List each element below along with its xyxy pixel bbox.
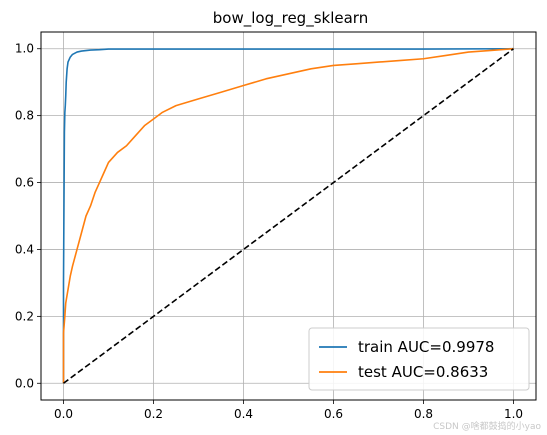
x-tick-label: 1.0 xyxy=(504,407,523,421)
chart-title: bow_log_reg_sklearn xyxy=(213,9,368,28)
series-line-test xyxy=(62,47,514,384)
series-lines xyxy=(62,47,514,384)
legend-box xyxy=(308,327,530,391)
y-tick-label: 0.0 xyxy=(15,376,34,390)
y-tick-label: 0.4 xyxy=(15,242,34,256)
x-tick-label: 0.8 xyxy=(414,407,433,421)
legend-label: test AUC=0.8633 xyxy=(358,363,488,381)
y-tick-label: 0.8 xyxy=(15,109,34,123)
x-tick-label: 0.4 xyxy=(234,407,253,421)
diagonal-reference-line xyxy=(63,48,514,384)
series-line-train xyxy=(62,47,514,384)
x-tick-label: 0.0 xyxy=(54,407,73,421)
x-tick-label: 0.6 xyxy=(324,407,343,421)
axis-ticks: 0.0 0.2 0.4 0.6 0.8 1.0 0.0 0.2 0.4 0.6 0.8 1.0 xyxy=(15,42,523,421)
grid xyxy=(41,32,536,400)
legend-label: train AUC=0.9978 xyxy=(358,338,494,356)
watermark: CSDN @啥都鼓捣的小yao xyxy=(433,422,541,432)
y-tick-label: 0.6 xyxy=(15,176,34,190)
legend: train AUC=0.9978 test AUC=0.8633 xyxy=(308,327,530,391)
y-tick-label: 1.0 xyxy=(15,42,34,56)
plot-frame xyxy=(40,31,537,401)
y-tick-label: 0.2 xyxy=(15,309,34,323)
x-tick-label: 0.2 xyxy=(144,407,163,421)
